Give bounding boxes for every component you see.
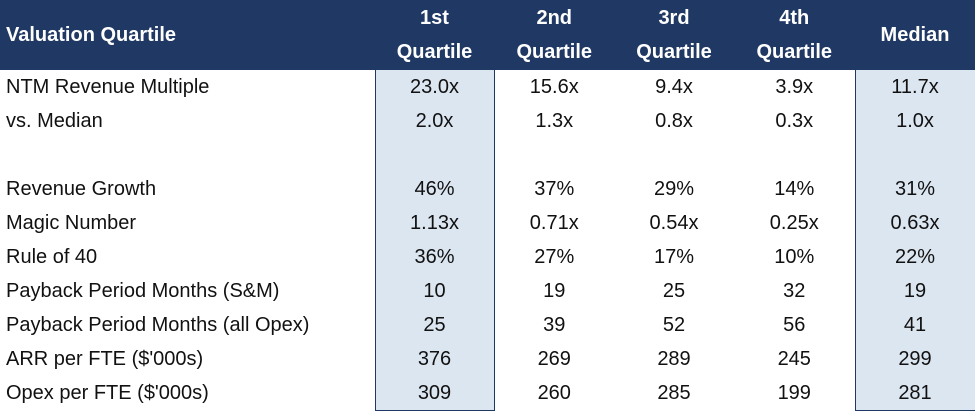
value-cell: 269 — [537, 347, 571, 370]
spacer-row — [0, 138, 975, 172]
value-cell: 0.71x — [529, 211, 579, 234]
row-label: Magic Number — [6, 211, 137, 234]
header-row: Valuation Quartile 1st Quartile 2nd Quart… — [0, 0, 975, 70]
value-cell: 9.4x — [655, 75, 693, 98]
value-cell: 19 — [543, 279, 566, 302]
data-row: Rule of 40 36% 27% 17% 10% 22% — [0, 240, 975, 274]
spacer-cell — [494, 138, 614, 172]
row-label: Payback Period Months (S&M) — [6, 279, 280, 302]
value-cell: 29% — [653, 177, 695, 200]
value-cell: 22% — [854, 240, 975, 274]
column-header: Median — [854, 0, 975, 70]
row-label: Rule of 40 — [6, 245, 98, 268]
row-label: ARR per FTE ($'000s) — [6, 347, 204, 370]
value-cell: 39 — [543, 313, 566, 336]
value-cell: 2.0x — [374, 104, 495, 138]
row-label: NTM Revenue Multiple — [6, 75, 210, 98]
table-header: Valuation Quartile 1st Quartile 2nd Quart… — [0, 0, 975, 70]
data-row: Magic Number 1.13x 0.71x 0.54x 0.25x 0.63x — [0, 206, 975, 240]
row-label: Opex per FTE ($'000s) — [6, 381, 209, 404]
column-header-text: 1st Quartile — [396, 7, 473, 63]
column-header-text: 2nd Quartile — [516, 7, 593, 63]
data-row: ARR per FTE ($'000s) 376 269 289 245 299 — [0, 342, 975, 376]
value-cell: 41 — [854, 308, 975, 342]
spacer-cell — [0, 138, 375, 172]
column-header: 1st Quartile — [374, 0, 495, 70]
value-cell: 0.54x — [649, 211, 699, 234]
row-label: Payback Period Months (all Opex) — [6, 313, 310, 336]
value-cell: 1.13x — [374, 206, 495, 240]
value-cell: 25 — [374, 308, 495, 342]
data-row: Revenue Growth 46% 37% 29% 14% 31% — [0, 172, 975, 206]
value-cell: 289 — [657, 347, 691, 370]
value-cell: 19 — [854, 274, 975, 308]
value-cell: 32 — [783, 279, 806, 302]
value-cell: 0.8x — [655, 109, 693, 132]
value-cell: 25 — [662, 279, 686, 302]
value-cell: 245 — [777, 347, 811, 370]
data-row: vs. Median 2.0x 1.3x 0.8x 0.3x 1.0x — [0, 104, 975, 138]
value-cell: 17% — [653, 245, 695, 268]
value-cell: 11.7x — [854, 70, 975, 104]
data-row: Payback Period Months (all Opex) 25 39 52 56… — [0, 308, 975, 342]
column-header: 3rd Quartile — [614, 0, 734, 70]
column-header-text: 4th Quartile — [756, 7, 833, 63]
value-cell: 36% — [374, 240, 495, 274]
spacer-cell — [734, 138, 855, 172]
value-cell: 1.3x — [535, 109, 574, 132]
value-cell: 52 — [662, 313, 686, 336]
column-header-text: 3rd Quartile — [636, 7, 712, 63]
value-cell: 199 — [777, 381, 811, 404]
value-cell: 27% — [534, 245, 575, 268]
column-header: 4th Quartile — [734, 0, 855, 70]
row-label: Revenue Growth — [6, 177, 157, 200]
value-cell: 299 — [854, 342, 975, 376]
value-cell: 15.6x — [529, 75, 579, 98]
value-cell: 0.63x — [854, 206, 975, 240]
value-cell: 309 — [374, 376, 495, 411]
header-title: Valuation Quartile — [0, 0, 375, 70]
value-cell: 1.0x — [854, 104, 975, 138]
value-cell: 0.3x — [775, 109, 814, 132]
value-cell: 37% — [534, 177, 575, 200]
value-cell: 14% — [774, 177, 815, 200]
value-cell: 56 — [783, 313, 806, 336]
value-cell: 376 — [374, 342, 495, 376]
value-cell: 31% — [854, 172, 975, 206]
value-cell: 46% — [374, 172, 495, 206]
spacer-cell — [854, 138, 975, 172]
value-cell: 10 — [374, 274, 495, 308]
row-label: vs. Median — [6, 109, 103, 132]
column-header: 2nd Quartile — [494, 0, 614, 70]
table-body: NTM Revenue Multiple 23.0x 15.6x 9.4x 3.9x 11… — [0, 70, 975, 411]
value-cell: 3.9x — [775, 75, 814, 98]
spacer-cell — [374, 138, 495, 172]
value-cell: 10% — [774, 245, 815, 268]
data-row: NTM Revenue Multiple 23.0x 15.6x 9.4x 3.9x 11… — [0, 70, 975, 104]
value-cell: 260 — [537, 381, 571, 404]
data-row: Payback Period Months (S&M) 10 19 25 32 19 — [0, 274, 975, 308]
spacer-cell — [614, 138, 734, 172]
data-row: Opex per FTE ($'000s) 309 260 285 199 281 — [0, 376, 975, 411]
column-header-text: Median — [880, 24, 950, 46]
value-cell: 23.0x — [374, 70, 495, 104]
value-cell: 0.25x — [769, 211, 819, 234]
value-cell: 281 — [854, 376, 975, 411]
value-cell: 285 — [657, 381, 691, 404]
